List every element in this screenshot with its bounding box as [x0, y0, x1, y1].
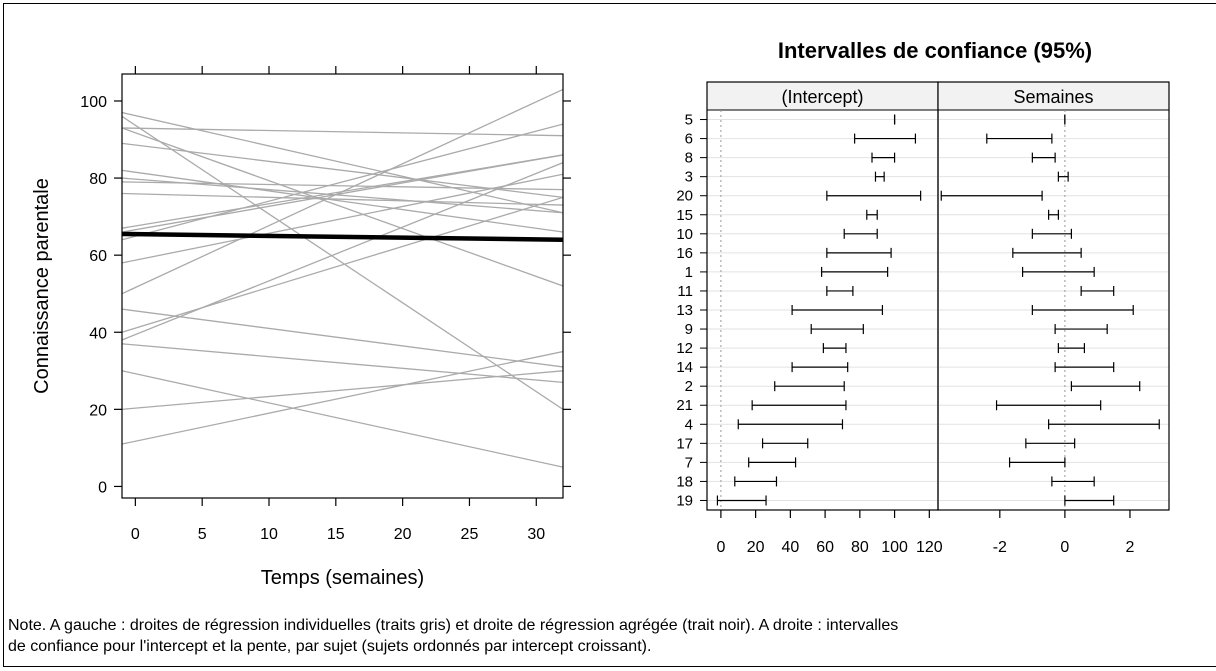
y-tick-label: 40: [89, 325, 107, 342]
panel-strip: [937, 81, 1170, 111]
subject-label: 5: [685, 112, 693, 129]
x-axis-label: Temps (semaines): [261, 567, 424, 589]
individual-regression-line-12: [122, 123, 563, 241]
panel-strip-label: Semaines: [1013, 87, 1093, 107]
individual-regression-line-19: [122, 370, 563, 468]
subject-label: 14: [676, 359, 693, 376]
note-line-2: de confiance pour l'intercept et la pent…: [8, 638, 652, 655]
panel-x-tick-label: 2: [1126, 539, 1135, 556]
individual-regression-line-20: [122, 370, 563, 410]
subject-label: 19: [676, 492, 693, 509]
interval-chart-title: Intervalles de confiance (95%): [778, 38, 1092, 63]
subject-label: 2: [685, 378, 693, 395]
y-tick-label: 0: [98, 479, 107, 496]
subject-label: 7: [685, 454, 693, 471]
individual-regression-line-11: [122, 154, 563, 233]
subject-label: 8: [685, 150, 693, 167]
y-tick-label: 80: [89, 171, 107, 188]
panel-x-tick-label: 0: [716, 539, 725, 556]
y-tick-label: 100: [80, 94, 107, 111]
figure-note: Note. A gauche : droites de régression i…: [8, 615, 1216, 657]
subject-label: 4: [685, 416, 693, 433]
panel-strip-label: (Intercept): [781, 87, 863, 107]
x-tick-label: 5: [198, 526, 207, 543]
subject-label: 10: [676, 226, 693, 243]
individual-regression-line-6: [122, 169, 563, 233]
subject-label: 11: [677, 283, 693, 300]
aggregate-regression-line: [122, 231, 563, 242]
subject-label: 20: [676, 188, 693, 205]
x-tick-label: 10: [260, 526, 278, 543]
subject-label: 1: [685, 264, 693, 281]
x-tick-label: 25: [461, 526, 479, 543]
subject-label: 16: [676, 245, 693, 262]
subject-label: 12: [676, 340, 693, 357]
subject-label: 21: [676, 397, 693, 414]
x-tick-label: 20: [394, 526, 412, 543]
x-tick-label: 0: [131, 526, 140, 543]
individual-regression-line-13: [122, 173, 563, 264]
subject-label: 6: [685, 131, 693, 148]
panel-x-tick-label: 0: [1060, 539, 1069, 556]
subject-label: 17: [676, 435, 693, 452]
panel-x-tick-label: 120: [916, 539, 943, 556]
individual-regression-line-2: [122, 115, 563, 410]
panel-x-tick-label: 60: [816, 539, 834, 556]
panel-box: [706, 81, 939, 511]
individual-regression-line-3: [122, 111, 563, 214]
y-tick-label: 60: [89, 248, 107, 265]
panel-box: [937, 81, 1170, 511]
subject-label: 18: [676, 473, 693, 490]
individual-regression-line-8: [122, 181, 563, 191]
panel-x-tick-label: 20: [747, 539, 765, 556]
subject-label: 9: [685, 321, 693, 338]
note-line-1: Note. A gauche : droites de régression i…: [8, 617, 899, 634]
panel-x-tick-label: -2: [993, 539, 1007, 556]
subject-label: 13: [676, 302, 693, 319]
panel-x-tick-label: 80: [851, 539, 869, 556]
subject-label: 3: [685, 169, 693, 186]
individual-regression-line-1: [122, 127, 563, 287]
individual-regression-line-4: [122, 127, 563, 137]
individual-regression-line-9: [122, 192, 563, 206]
individual-regression-line-17: [122, 162, 563, 341]
left-plot-box: [121, 73, 564, 499]
individual-regression-line-21: [122, 350, 563, 445]
panel-x-tick-label: 100: [881, 539, 908, 556]
figure-frame: [3, 3, 1216, 667]
individual-regression-line-14: [122, 88, 563, 295]
panel-x-tick-label: 40: [781, 539, 799, 556]
y-tick-label: 20: [89, 402, 107, 419]
subject-label: 15: [676, 207, 693, 224]
x-tick-label: 15: [327, 526, 345, 543]
x-tick-label: 30: [527, 526, 545, 543]
individual-regression-line-15: [122, 308, 563, 368]
individual-regression-line-18: [122, 343, 563, 384]
y-axis-label: Connaissance parentale: [31, 178, 53, 394]
